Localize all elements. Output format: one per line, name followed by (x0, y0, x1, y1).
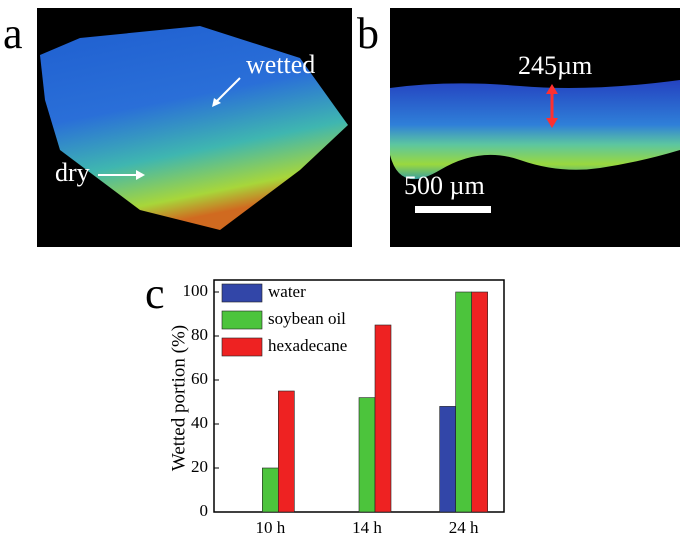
bar (278, 390, 295, 513)
arrow-head (212, 98, 221, 107)
x-tick-label: 14 h (352, 518, 382, 537)
legend-swatch (221, 283, 263, 303)
y-tick-label: 60 (191, 369, 208, 388)
bar (455, 291, 472, 513)
bar (439, 406, 456, 513)
panel-label: c (145, 269, 165, 318)
annotation: wetted (246, 50, 315, 79)
x-tick-label: 10 h (255, 518, 285, 537)
bar (374, 324, 392, 513)
arrow (214, 77, 241, 104)
annotation: 500 µm (404, 171, 485, 200)
annotation: dry (55, 158, 90, 187)
sample-section (390, 80, 680, 180)
legend-swatch (221, 310, 263, 330)
bar (262, 467, 279, 513)
annotation: 245µm (518, 51, 592, 80)
arrow-head (136, 170, 145, 180)
panel-label: b (357, 9, 379, 58)
arrow-head (546, 84, 558, 94)
y-tick-label: 0 (200, 501, 209, 520)
y-tick-label: 80 (191, 325, 208, 344)
bar (471, 291, 488, 513)
scale-bar (415, 206, 491, 213)
legend-label: water (268, 282, 306, 301)
x-tick-label: 24 h (449, 518, 479, 537)
y-tick-label: 20 (191, 457, 208, 476)
panel-label: a (3, 9, 23, 58)
y-tick-label: 40 (191, 413, 208, 432)
arrow-head (546, 118, 558, 128)
legend-swatch (221, 337, 263, 357)
y-axis-label: Wetted portion (%) (168, 325, 189, 471)
bar (358, 397, 376, 513)
y-tick-label: 100 (183, 281, 209, 300)
sample-3d (40, 26, 348, 230)
legend-label: hexadecane (268, 336, 347, 355)
legend-label: soybean oil (268, 309, 346, 328)
